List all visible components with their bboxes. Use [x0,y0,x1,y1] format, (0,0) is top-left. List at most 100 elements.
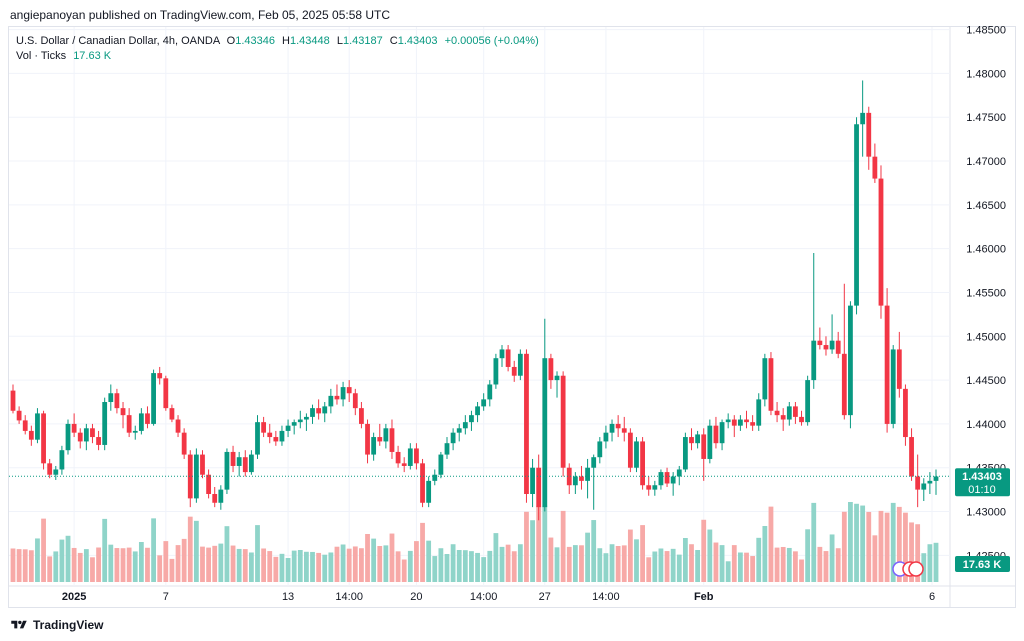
volume-tag [955,556,1010,572]
x-tick-label: 6 [929,591,935,603]
candle-body [646,485,652,490]
volume-bar [713,542,719,582]
volume-bar [823,551,829,582]
volume-bar [444,554,450,582]
volume-bar [96,547,101,582]
candle-body [126,415,132,433]
volume-bar [682,538,688,582]
candle-body [921,483,927,490]
candle-body [762,358,768,400]
candle-body [334,395,340,400]
volume-bar [438,548,444,582]
low-value: 1.43187 [342,35,383,47]
candle-body [560,375,566,468]
volume-bar [872,535,878,582]
candle-body [670,476,676,484]
y-tick-label: 1.48000 [966,68,1006,80]
candle-body [377,437,383,442]
candle-body [713,425,719,444]
candle-body [163,378,169,409]
volume-bar [585,532,590,582]
candle-body [682,437,688,470]
candle-body [120,408,126,416]
volume-bar [750,556,756,582]
volume-row: Vol · Ticks 17.63 K [16,49,539,64]
change-value: +0.00056 (+0.04%) [444,35,539,47]
volume-bar [860,505,866,582]
volume-bar [224,526,230,582]
candle-body [132,430,138,433]
volume-bar [304,551,309,582]
candle-body [242,457,248,473]
volume-bar [689,544,694,582]
volume-bar [786,547,792,582]
volume-bar [530,520,535,582]
last-price-tag [955,468,1010,497]
volume-bar [774,547,780,582]
chart-frame[interactable] [8,26,1016,608]
volume-bar [242,549,248,582]
candle-body [725,419,731,423]
volume-bar [432,556,438,582]
volume-bar [517,544,523,582]
candle-body [866,112,872,157]
open-value: 1.43346 [235,35,275,47]
y-tick-label: 1.48500 [966,25,1006,37]
candle-body [505,349,511,367]
volume-bar [383,545,389,582]
candle-body [811,340,817,381]
candle-body [414,448,419,464]
candle-body [346,387,352,394]
volume-bar [108,544,114,582]
candle-body [572,476,578,486]
volume-bar [145,547,150,582]
volume-bar [212,545,218,582]
volume-bar [169,558,175,582]
candle-body [175,419,181,433]
volume-bar [487,550,493,582]
candle-body [542,358,548,508]
volume-bar [811,502,817,582]
candle-body [267,432,273,438]
volume-bar [933,542,939,582]
candle-body [193,454,199,499]
candle-body [328,395,334,407]
volume-bar [291,550,297,582]
volume-bar [719,545,725,582]
event-flag-icon [908,561,924,577]
candle-body [615,423,621,429]
volume-bar [462,550,468,582]
candle-body [903,388,908,438]
volume-bar [316,552,322,582]
volume-bar [780,546,786,582]
candle-body [224,451,230,490]
y-tick-label: 1.46000 [966,244,1006,256]
candle-body [236,457,242,466]
volume-bar [414,541,419,582]
volume-bar [138,542,144,582]
volume-bar [756,537,762,582]
candle-body [530,467,535,495]
volume-bar [878,510,884,582]
x-tick-label: Feb [694,591,714,603]
volume-bar [285,558,291,582]
volume-bar [603,553,609,582]
candle-body [432,474,438,481]
candle-body [169,408,175,420]
publisher-line: angiepanoyan published on TradingView.co… [10,8,391,22]
candle-body [841,353,847,416]
volume-bar [120,548,126,582]
volume-bar [658,548,664,582]
volume-bar [725,561,731,582]
volume-bar [420,522,425,582]
candle-body [597,441,603,458]
candle-body [634,441,639,468]
candle-body [664,472,670,484]
volume-bar [206,547,212,582]
volume-bar [854,503,859,582]
candle-body [603,432,609,442]
volume-bar [151,518,156,582]
candle-body [909,437,914,477]
footer-brand[interactable]: TradingView [10,616,103,634]
